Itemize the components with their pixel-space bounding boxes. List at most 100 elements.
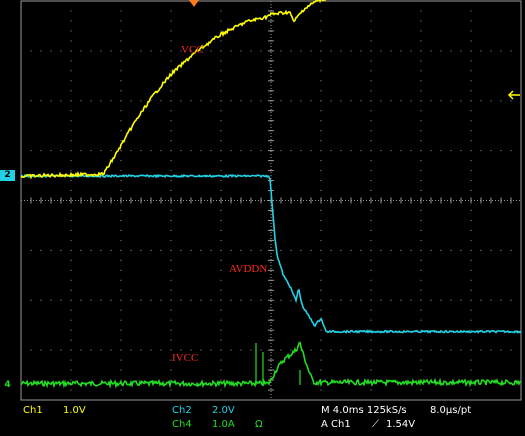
grid-dot [120, 20, 122, 22]
grid-dot [470, 349, 472, 351]
grid-dot [220, 219, 222, 221]
grid-dot [370, 279, 372, 281]
grid-dot [420, 40, 422, 42]
grid-dot [170, 30, 172, 32]
grid-dot [360, 299, 362, 301]
grid-dot [500, 100, 502, 102]
grid-dot [170, 50, 172, 52]
grid-dot [210, 100, 212, 102]
grid-dot [70, 239, 72, 241]
grid-dot [170, 339, 172, 341]
grid-dot [180, 349, 182, 351]
grid-dot [170, 70, 172, 72]
grid-dot [170, 289, 172, 291]
grid-dot [450, 249, 452, 251]
grid-dot [220, 329, 222, 331]
grid-dot [170, 150, 172, 152]
grid-dot [490, 100, 492, 102]
grid-dot [120, 259, 122, 261]
grid-dot [70, 359, 72, 361]
grid-dot [510, 299, 512, 301]
grid-dot [170, 299, 172, 301]
grid-dot [370, 190, 372, 192]
grid-dot [320, 120, 322, 122]
grid-dot [420, 80, 422, 82]
grid-dot [170, 389, 172, 391]
grid-dot [420, 289, 422, 291]
grid-dot [230, 349, 232, 351]
grid-dot [170, 269, 172, 271]
grid-dot [330, 349, 332, 351]
grid-dot [450, 299, 452, 301]
grid-dot [100, 249, 102, 251]
grid-dot [420, 249, 422, 251]
grid-dot [470, 130, 472, 132]
trigger-level-readout: 1.54V [386, 419, 416, 430]
grid-dot [90, 349, 92, 351]
ch4-ground-marker[interactable]: 4 [0, 380, 15, 391]
grid-dot [160, 150, 162, 152]
grid-dot [70, 100, 72, 102]
grid-dot [160, 349, 162, 351]
grid-dot [370, 150, 372, 152]
grid-dot [130, 150, 132, 152]
grid-dot [70, 170, 72, 172]
grid-dot [480, 150, 482, 152]
grid-dot [70, 40, 72, 42]
grid-dot [70, 289, 72, 291]
grid-dot [370, 369, 372, 371]
grid-dot [370, 269, 372, 271]
grid-dot [470, 150, 472, 152]
ch4-marker-label: 4 [4, 380, 11, 390]
grid-dot [470, 180, 472, 182]
ch4-name: Ch4 [172, 419, 192, 430]
grid-dot [480, 299, 482, 301]
grid-dot [90, 299, 92, 301]
grid-dot [180, 50, 182, 52]
grid-dot [420, 120, 422, 122]
grid-dot [370, 90, 372, 92]
grid-dot [190, 249, 192, 251]
grid-dot [130, 100, 132, 102]
grid-dot [220, 319, 222, 321]
grid-dot [320, 130, 322, 132]
grid-dot [470, 90, 472, 92]
grid-dot [70, 329, 72, 331]
grid-dot [470, 100, 472, 102]
grid-dot [220, 379, 222, 381]
ch2-name: Ch2 [172, 405, 192, 416]
grid-dot [330, 150, 332, 152]
grid-dot [370, 259, 372, 261]
grid-dot [360, 249, 362, 251]
grid-dot [180, 299, 182, 301]
grid-dot [220, 279, 222, 281]
grid-dot [320, 160, 322, 162]
grid-dot [320, 100, 322, 102]
grid-dot [290, 50, 292, 52]
grid-dot [470, 369, 472, 371]
grid-dot [210, 299, 212, 301]
ch2-ground-marker[interactable]: 2 [0, 170, 15, 181]
grid-dot [360, 50, 362, 52]
grid-dot [70, 90, 72, 92]
grid-dot [390, 249, 392, 251]
grid-dot [30, 249, 32, 251]
grid-dot [160, 249, 162, 251]
grid-dot [320, 229, 322, 231]
grid-dot [150, 50, 152, 52]
grid-dot [160, 50, 162, 52]
grid-dot [470, 279, 472, 281]
grid-dot [470, 229, 472, 231]
grid-dot [430, 50, 432, 52]
grid-dot [420, 60, 422, 62]
grid-dot [420, 209, 422, 211]
grid-dot [220, 349, 222, 351]
grid-dot [500, 50, 502, 52]
grid-dot [180, 100, 182, 102]
grid-dot [390, 50, 392, 52]
grid-dot [240, 249, 242, 251]
grid-dot [420, 269, 422, 271]
grid-dot [140, 249, 142, 251]
grid-dot [70, 269, 72, 271]
grid-dot [70, 259, 72, 261]
